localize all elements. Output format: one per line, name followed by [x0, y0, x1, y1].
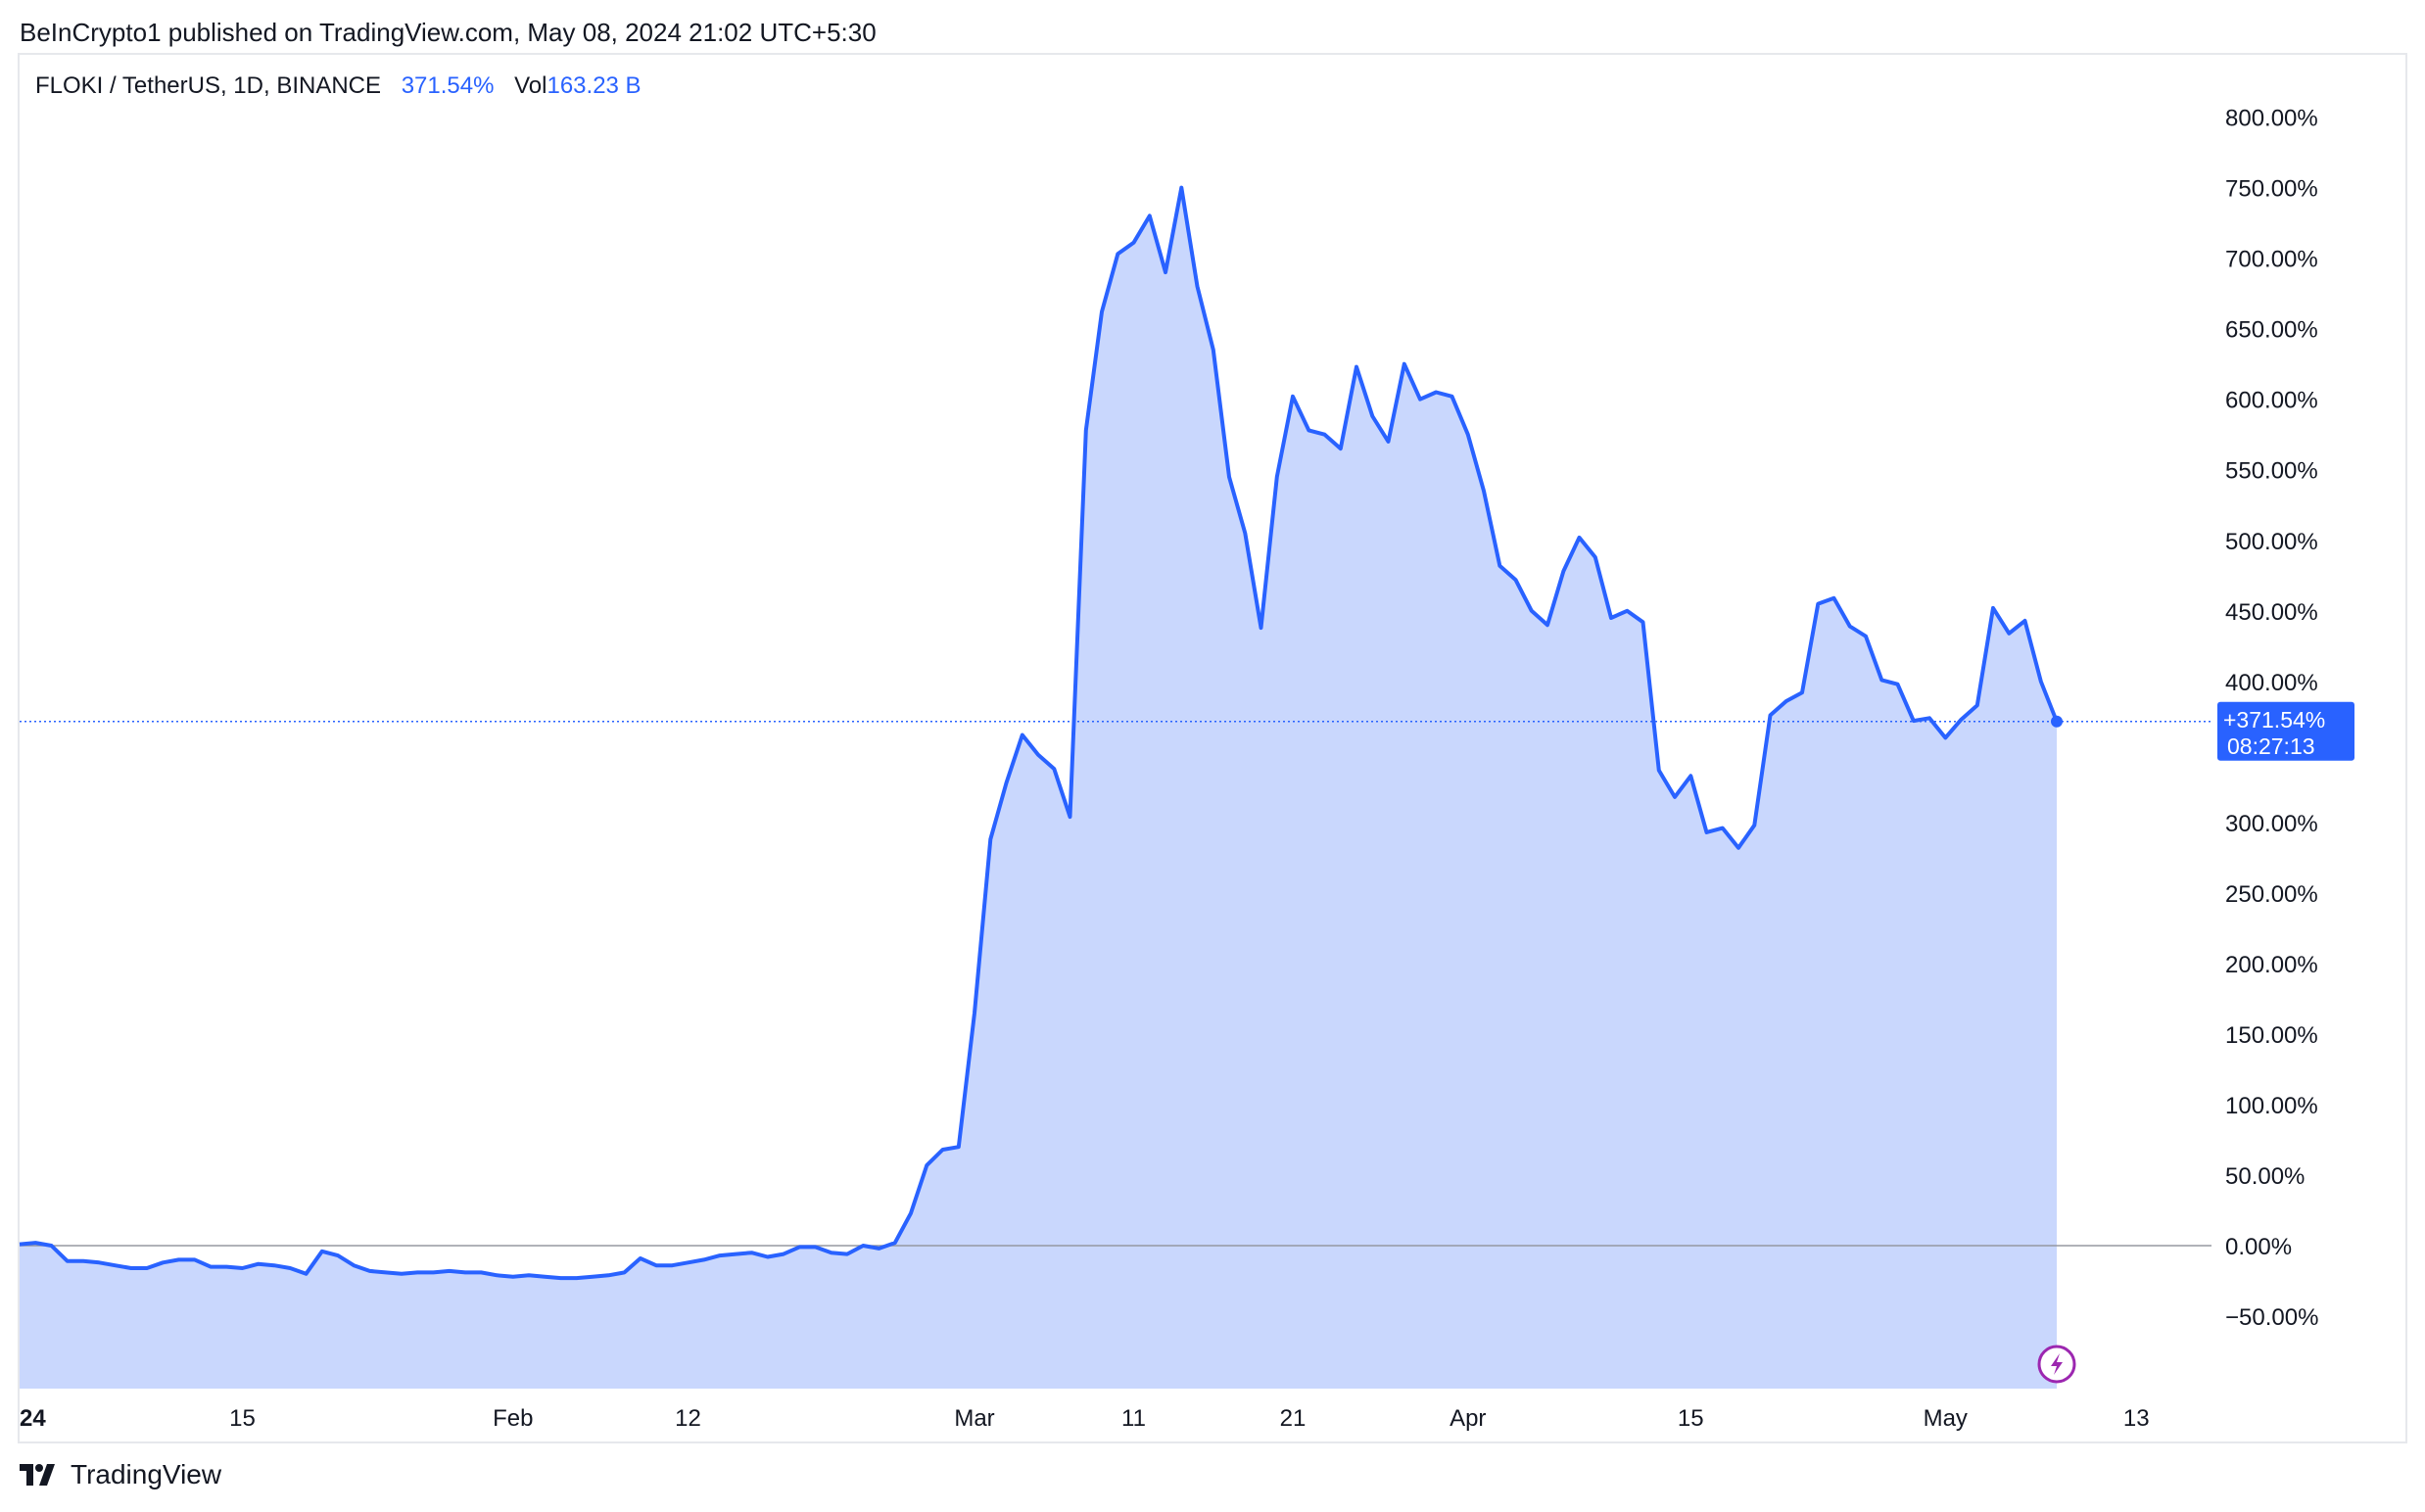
x-tick-label: Mar — [954, 1405, 994, 1432]
change-percent: 371.54% — [401, 72, 495, 99]
symbol-legend[interactable]: FLOKI / TetherUS, 1D, BINANCE 371.54% Vo… — [35, 72, 642, 100]
y-tick-label: 50.00% — [2225, 1163, 2305, 1190]
y-tick-label: 0.00% — [2225, 1234, 2292, 1260]
tradingview-logo-icon — [20, 1464, 55, 1486]
x-axis: 24 15 Feb 12 Mar 11 21 Apr 15 May 13 — [20, 1405, 2150, 1432]
x-tick-label: May — [1924, 1405, 1968, 1432]
last-price-dot — [2051, 715, 2063, 728]
volume-label: Vol — [514, 72, 547, 99]
y-tick-label: 600.00% — [2225, 388, 2318, 414]
x-tick-label: 13 — [2123, 1405, 2150, 1432]
volume-value: 163.23 B — [547, 72, 642, 99]
x-tick-label: 15 — [229, 1405, 256, 1432]
chart-frame — [18, 53, 2407, 1443]
y-tick-label: 550.00% — [2225, 458, 2318, 485]
last-price-value: +371.54% — [2223, 707, 2325, 732]
y-tick-label: 450.00% — [2225, 599, 2318, 626]
y-axis: 800.00% 750.00% 700.00% 650.00% 600.00% 550.0… — [2225, 106, 2318, 1331]
y-tick-label: 250.00% — [2225, 881, 2318, 908]
area-fill — [20, 187, 2057, 1390]
y-tick-label: 650.00% — [2225, 317, 2318, 344]
x-tick-label: 21 — [1280, 1405, 1307, 1432]
symbol-title: FLOKI / TetherUS, 1D, BINANCE — [35, 72, 382, 99]
y-tick-label: 750.00% — [2225, 176, 2318, 203]
price-series-line — [19, 185, 2059, 1281]
y-tick-label: 100.00% — [2225, 1093, 2318, 1119]
x-tick-label: Feb — [493, 1405, 533, 1432]
x-tick-label: 15 — [1678, 1405, 1704, 1432]
y-tick-label: 700.00% — [2225, 247, 2318, 273]
x-tick-label: 24 — [20, 1405, 46, 1432]
last-price-label-bg — [2217, 701, 2354, 761]
footer-brand: TradingView — [71, 1459, 222, 1489]
candle-countdown: 08:27:13 — [2227, 733, 2315, 759]
y-tick-label: 500.00% — [2225, 529, 2318, 555]
y-tick-label: −50.00% — [2225, 1304, 2318, 1331]
y-tick-label: 400.00% — [2225, 670, 2318, 696]
published-caption: BeInCrypto1 published on TradingView.com… — [20, 18, 877, 47]
y-tick-label: 150.00% — [2225, 1022, 2318, 1049]
x-tick-label: 12 — [675, 1405, 701, 1432]
lightning-icon[interactable] — [2037, 1345, 2076, 1384]
x-tick-label: Apr — [1450, 1405, 1486, 1432]
last-price-label: +371.54% 08:27:13 — [2217, 701, 2354, 761]
x-tick-label: 11 — [1121, 1405, 1146, 1432]
y-tick-label: 300.00% — [2225, 811, 2318, 837]
y-tick-label: 200.00% — [2225, 952, 2318, 978]
tradingview-logo[interactable]: TradingView — [18, 1459, 221, 1490]
y-tick-label: 800.00% — [2225, 106, 2318, 132]
